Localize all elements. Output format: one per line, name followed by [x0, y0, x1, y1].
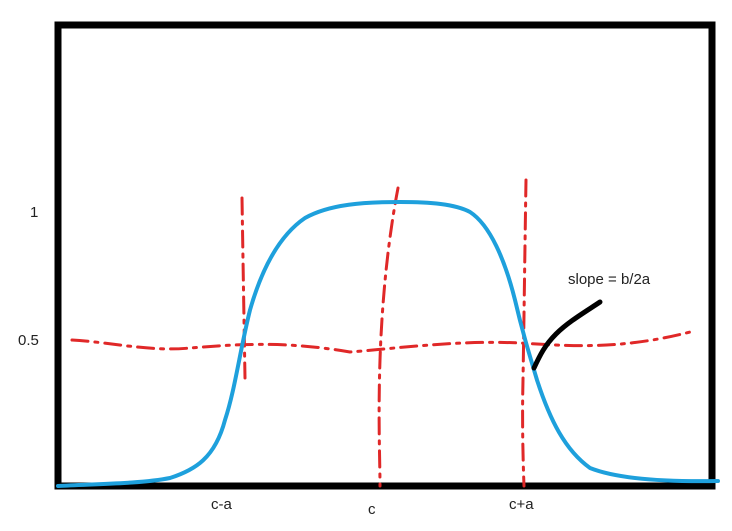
- left-vertical-guide: [240, 196, 247, 380]
- guide-lines: [70, 178, 692, 488]
- right-vertical-guide: [521, 178, 528, 488]
- x-tick-c-plus-a: c+a: [509, 496, 534, 513]
- half-level-guide: [70, 330, 692, 354]
- slope-annotation: slope = b/2a: [568, 271, 651, 288]
- x-tick-c-minus-a: c-a: [211, 496, 232, 513]
- x-tick-c: c: [368, 501, 376, 518]
- plot-frame: [54, 21, 716, 490]
- slope-pointer: [531, 299, 603, 371]
- center-vertical-guide: [377, 186, 400, 488]
- y-tick-one: 1: [30, 204, 38, 221]
- y-tick-half: 0.5: [18, 332, 39, 349]
- bell-curve: [56, 199, 720, 488]
